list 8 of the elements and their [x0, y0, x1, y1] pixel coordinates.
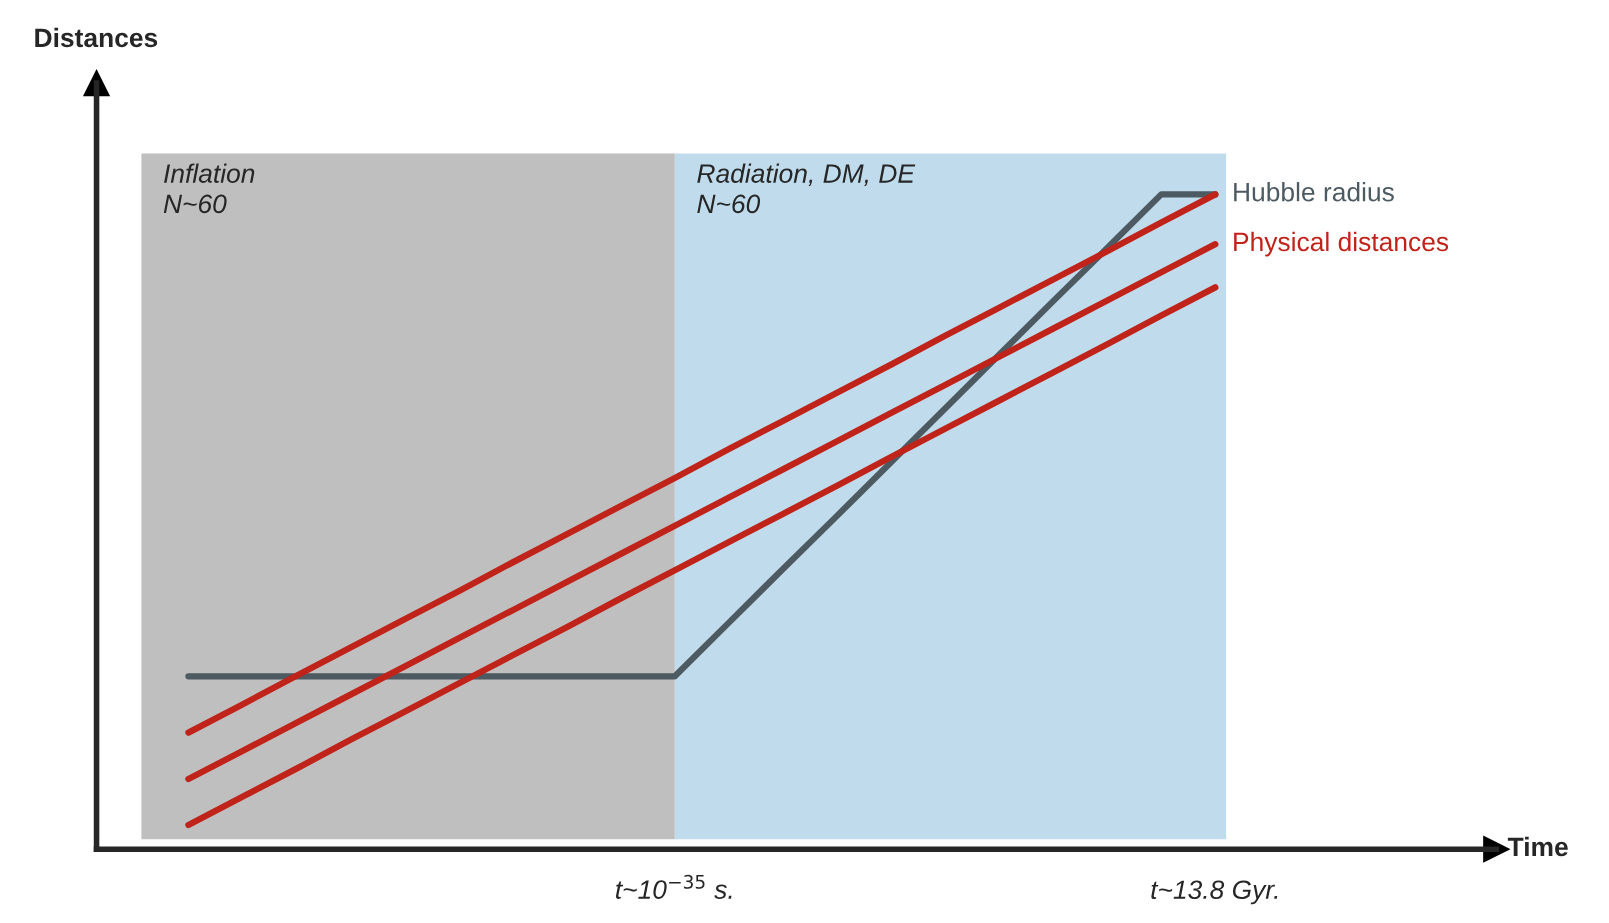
series-label: Hubble radius — [1234, 182, 1394, 202]
text: Time — [1507, 836, 1568, 857]
x-tick-label: t~13.8 Gyr. — [1151, 880, 1278, 905]
x-tick-label: t~10$^{−35}$ s. — [616, 874, 732, 899]
series-label: Physical distances — [1234, 231, 1449, 257]
annotation: Radiation, DM, DE N~60 — [697, 163, 916, 214]
text: Distances — [35, 27, 158, 48]
annotation: Inflation N~60 — [163, 163, 255, 214]
